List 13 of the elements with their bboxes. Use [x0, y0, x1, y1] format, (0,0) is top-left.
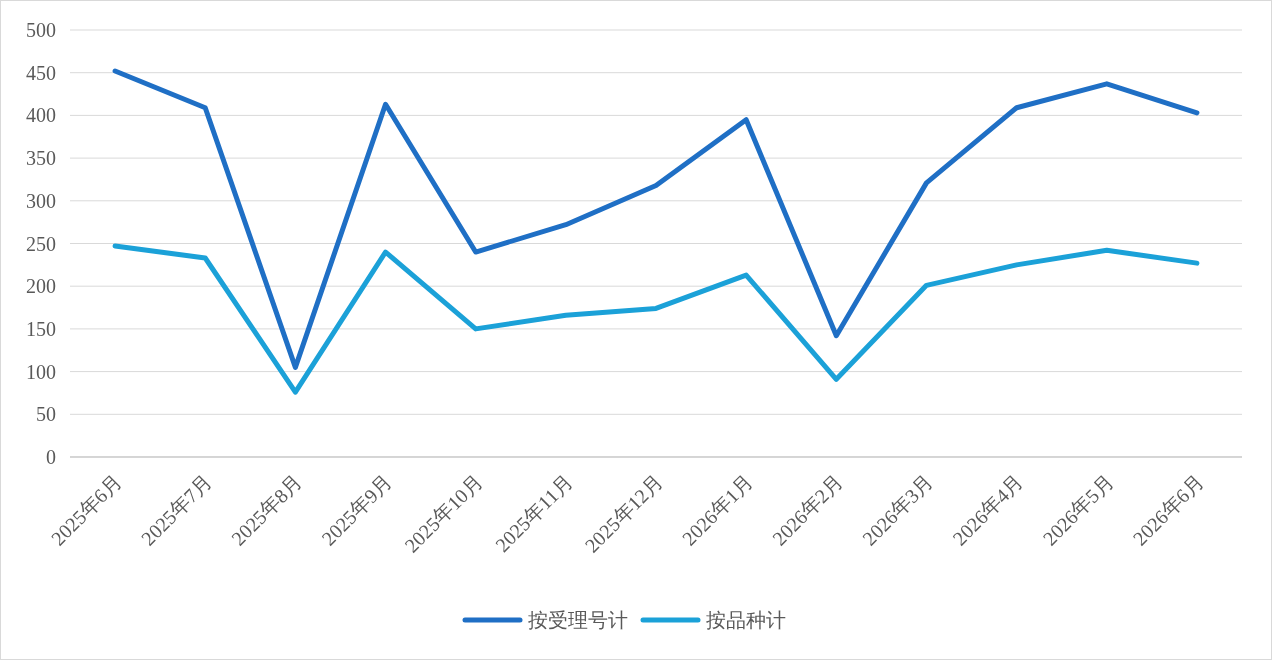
- y-tick-label: 300: [26, 189, 56, 212]
- y-tick-label: 100: [26, 360, 56, 383]
- y-tick-label: 0: [46, 446, 56, 468]
- y-tick-label: 150: [26, 317, 56, 340]
- y-tick-label: 400: [26, 104, 56, 127]
- y-tick-label: 500: [26, 19, 56, 41]
- y-tick-label: 350: [26, 147, 56, 170]
- y-tick-label: 50: [36, 403, 56, 426]
- y-tick-label: 200: [26, 275, 56, 298]
- y-tick-label: 250: [26, 232, 56, 255]
- legend-label: 按受理号计: [528, 609, 628, 631]
- legend-label: 按品种计: [706, 609, 786, 631]
- y-tick-label: 450: [26, 61, 56, 84]
